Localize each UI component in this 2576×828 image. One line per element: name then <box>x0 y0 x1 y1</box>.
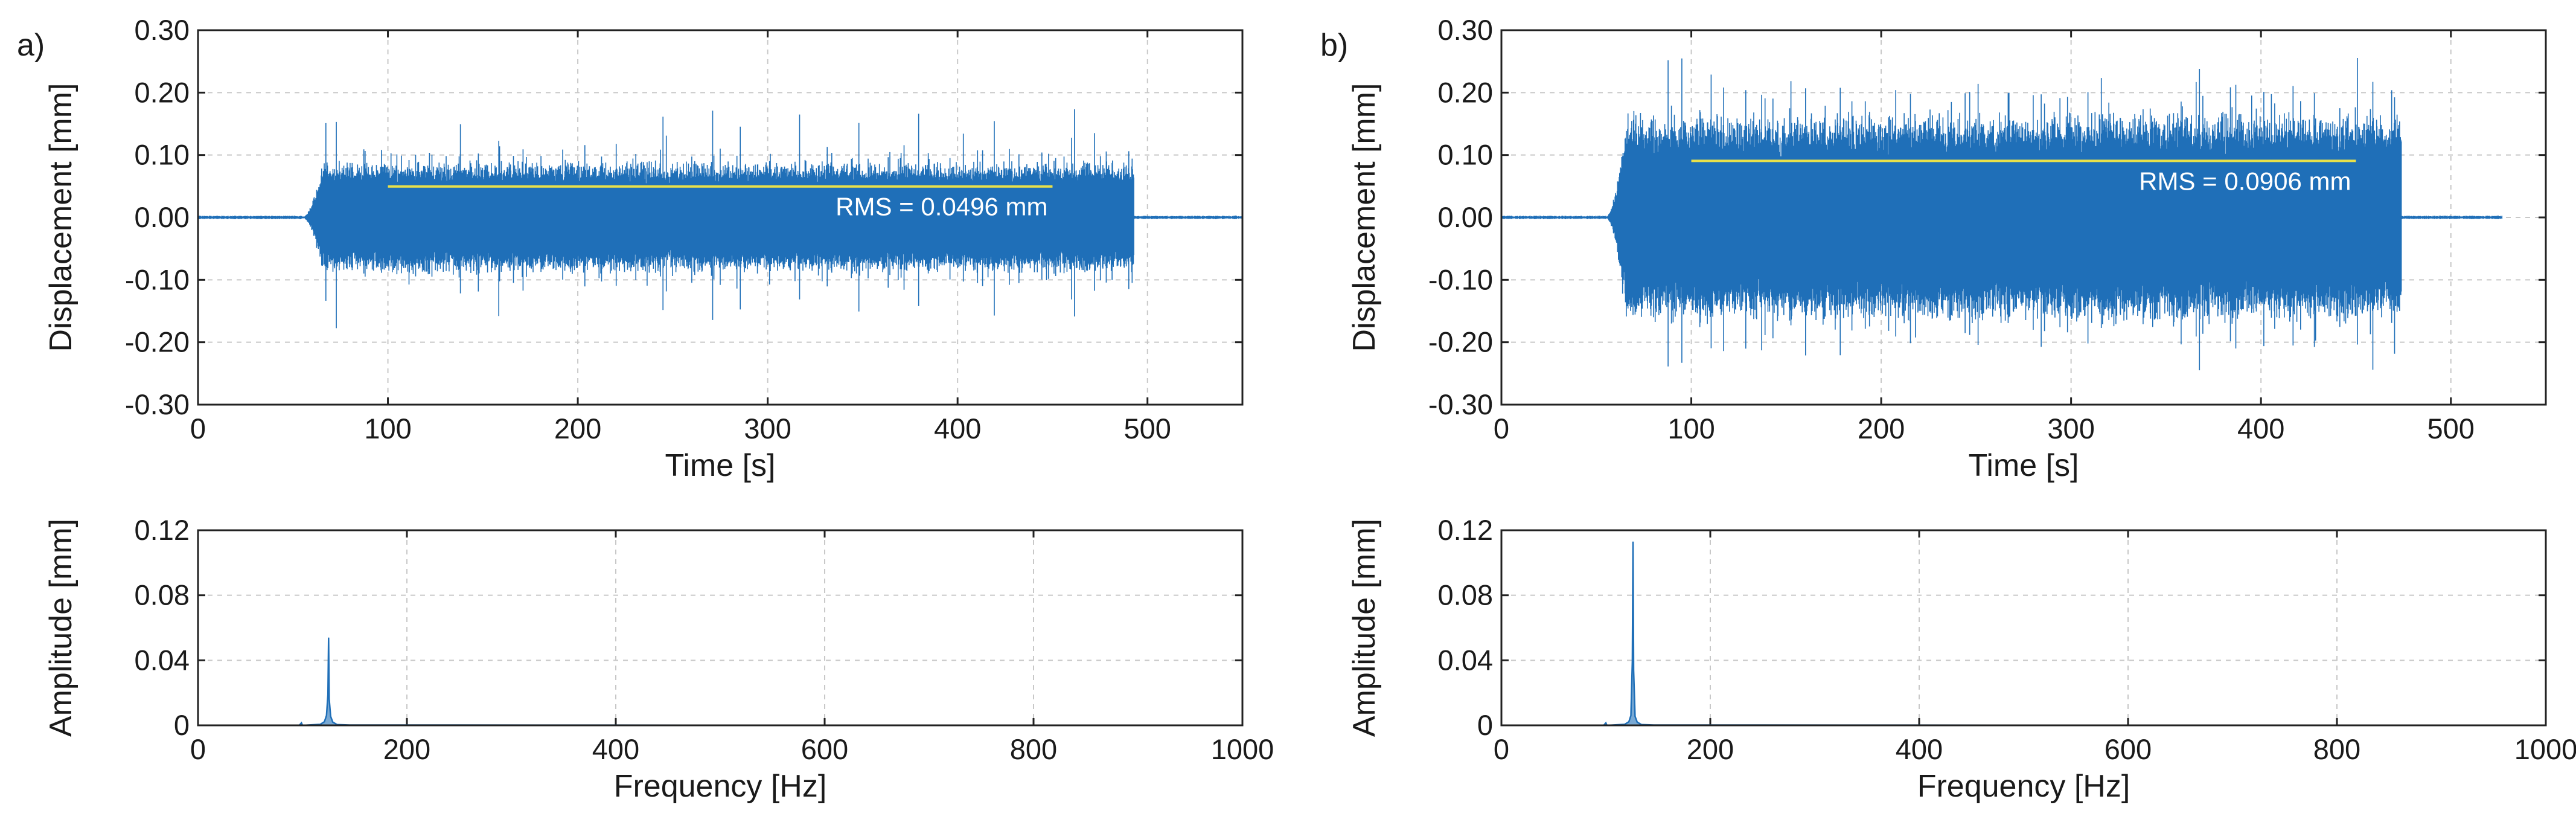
x-tick-label: 200 <box>554 412 601 444</box>
rms-annotation: RMS = 0.0496 mm <box>836 193 1047 221</box>
y-tick-label: 0.30 <box>1438 14 1493 46</box>
chart-a-time: 0 100 200 300 400 500 -0.30 -0.20 -0.10 0.00 0.10 0… <box>17 14 1244 483</box>
chart-a-freq: 0 200 400 600 800 1000 0 0.04 0.08 0.12 Frequency … <box>43 514 1274 804</box>
x-tick-label: 400 <box>2237 412 2284 444</box>
y-tick-label: 0.08 <box>135 579 190 611</box>
y-tick-label: 0 <box>174 709 190 741</box>
x-tick-label: 500 <box>1124 412 1171 444</box>
panel-label: b) <box>1320 28 1348 63</box>
x-axis-label: Time [s] <box>1969 448 2079 483</box>
amplitude-spectrum-series <box>198 637 1243 727</box>
x-tick-label: 1000 <box>1211 733 1274 765</box>
chart-b-freq: 0 200 400 600 800 1000 0 0.04 0.08 0.12 Frequency … <box>1347 514 2576 804</box>
x-tick-label: 300 <box>744 412 791 444</box>
x-tick-label: 100 <box>1667 412 1715 444</box>
x-tick-label: 400 <box>592 733 639 765</box>
y-tick-label: -0.30 <box>1428 388 1493 420</box>
x-tick-label: 100 <box>364 412 411 444</box>
y-tick-label: -0.10 <box>1428 263 1493 295</box>
x-axis-label: Frequency [Hz] <box>1917 769 2130 804</box>
x-tick-label: 1000 <box>2514 733 2576 765</box>
x-tick-label: 400 <box>1896 733 1943 765</box>
chart-b-time: 0 100 200 300 400 500 -0.30 -0.20 -0.10 0.00 0.10 0… <box>1320 14 2547 483</box>
y-tick-label: -0.10 <box>125 263 190 295</box>
x-tick-label: 500 <box>2427 412 2475 444</box>
y-tick-label: 0.04 <box>135 644 190 676</box>
plot-frame <box>1500 29 2547 406</box>
x-tick-label: 200 <box>383 733 430 765</box>
x-tick-label: 800 <box>2313 733 2360 765</box>
y-tick-label: 0.10 <box>1438 139 1493 171</box>
y-tick-label: 0 <box>1477 709 1493 741</box>
x-axis-label: Frequency [Hz] <box>614 769 827 804</box>
y-tick-label: 0.12 <box>135 514 190 546</box>
rms-annotation: RMS = 0.0906 mm <box>2139 167 2351 195</box>
y-tick-label: 0.04 <box>1438 644 1493 676</box>
y-tick-label: 0.00 <box>135 201 190 233</box>
y-axis-label: Amplitude [mm] <box>43 519 78 737</box>
y-axis-label: Displacement [mm] <box>1347 83 1382 352</box>
y-tick-label: 0.08 <box>1438 579 1493 611</box>
y-axis-label: Displacement [mm] <box>43 83 78 352</box>
x-tick-label: 600 <box>2105 733 2152 765</box>
x-tick-label: 0 <box>190 733 206 765</box>
x-tick-label: 200 <box>1858 412 1905 444</box>
y-tick-label: 0.30 <box>135 14 190 46</box>
y-tick-label: 0.12 <box>1438 514 1493 546</box>
x-tick-label: 0 <box>190 412 206 444</box>
displacement-series <box>197 109 1243 329</box>
displacement-series <box>1501 58 2503 371</box>
amplitude-spectrum-series <box>1501 541 2546 727</box>
y-axis-label: Amplitude [mm] <box>1347 519 1382 737</box>
x-tick-label: 400 <box>934 412 981 444</box>
x-tick-label: 0 <box>1494 412 1509 444</box>
y-tick-label: 0.00 <box>1438 201 1493 233</box>
plot-frame <box>197 529 1244 727</box>
panel-label: a) <box>17 28 45 63</box>
x-tick-label: 300 <box>2047 412 2094 444</box>
y-tick-label: 0.20 <box>135 76 190 108</box>
y-tick-label: 0.20 <box>1438 76 1493 108</box>
x-axis-label: Time [s] <box>665 448 776 483</box>
y-tick-label: -0.20 <box>1428 326 1493 358</box>
x-tick-label: 200 <box>1687 733 1734 765</box>
x-tick-label: 0 <box>1494 733 1509 765</box>
y-tick-label: -0.20 <box>125 326 190 358</box>
plot-frame <box>1500 529 2547 727</box>
y-tick-label: 0.10 <box>135 139 190 171</box>
x-tick-label: 600 <box>801 733 848 765</box>
x-tick-label: 800 <box>1010 733 1057 765</box>
plot-frame <box>197 29 1244 406</box>
y-tick-label: -0.30 <box>125 388 190 420</box>
